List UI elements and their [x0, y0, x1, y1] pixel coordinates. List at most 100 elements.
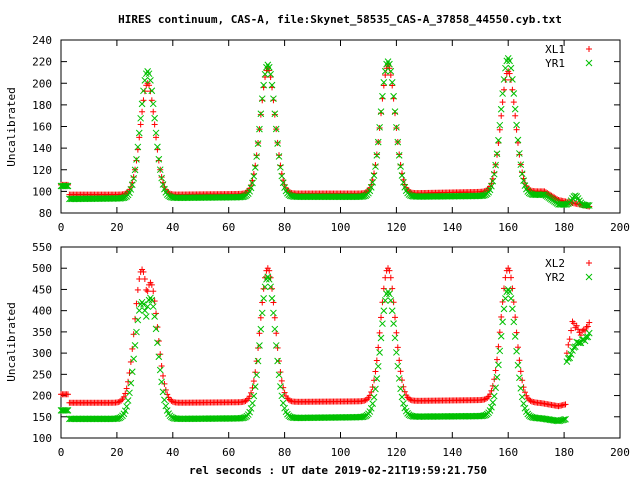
data-point [274, 357, 281, 365]
data-point [386, 60, 393, 68]
data-point [151, 313, 158, 320]
data-point [270, 309, 277, 317]
data-point [138, 100, 146, 108]
x-tick-label: 60 [222, 446, 235, 459]
data-point [281, 389, 288, 396]
data-point [266, 267, 273, 274]
data-point [493, 150, 501, 158]
data-point [273, 330, 280, 337]
data-point [520, 400, 527, 407]
data-point [256, 342, 263, 349]
data-point [488, 182, 495, 190]
data-point [489, 382, 496, 389]
data-point [133, 328, 140, 336]
data-point [243, 397, 250, 404]
data-point [492, 161, 499, 169]
data-point [512, 314, 519, 321]
data-point [516, 151, 523, 158]
data-point [583, 201, 590, 209]
data-point [121, 407, 129, 415]
data-point [135, 129, 143, 137]
data-point [154, 143, 161, 151]
data-point [401, 388, 408, 395]
data-point [407, 396, 414, 403]
data-point [380, 82, 387, 89]
data-point [256, 125, 263, 133]
data-point [374, 362, 382, 370]
data-point [564, 355, 572, 362]
data-point [502, 295, 509, 302]
data-point [372, 385, 379, 393]
data-point [565, 341, 572, 348]
data-point [386, 267, 393, 274]
data-point [484, 186, 491, 193]
data-point [373, 375, 381, 382]
data-point [580, 326, 587, 333]
data-point [513, 126, 520, 133]
x-tick-label: 100 [331, 446, 351, 459]
data-point [251, 164, 259, 171]
data-point [496, 126, 503, 133]
data-point [393, 329, 400, 336]
data-point [386, 290, 393, 298]
legend-marker [586, 46, 592, 52]
data-point [148, 281, 155, 288]
data-point [369, 384, 376, 391]
data-point [387, 274, 394, 281]
data-point [509, 305, 516, 313]
data-point [140, 87, 147, 95]
data-point [143, 286, 150, 293]
y-tick-label: 500 [32, 262, 52, 275]
data-point [156, 366, 164, 374]
data-point [391, 108, 399, 116]
data-point [392, 314, 399, 321]
data-point [285, 396, 292, 403]
data-point [568, 327, 575, 334]
data-point [516, 374, 523, 382]
data-point [401, 181, 408, 188]
data-point [388, 307, 396, 315]
data-point [387, 297, 395, 304]
data-point [134, 143, 142, 151]
data-point [396, 357, 403, 364]
data-point [361, 397, 368, 404]
data-point [158, 174, 165, 182]
data-point [278, 377, 285, 384]
data-point [376, 123, 383, 131]
data-point [495, 361, 502, 369]
data-point [250, 392, 258, 400]
x-tick-label: 120 [386, 446, 406, 459]
data-point [150, 108, 157, 115]
data-point [145, 70, 153, 78]
data-point [497, 332, 505, 340]
data-point [514, 139, 521, 146]
data-point [380, 307, 388, 315]
data-point [394, 138, 402, 146]
data-point [155, 353, 163, 361]
data-point [249, 399, 256, 407]
data-point [496, 121, 504, 129]
x-tick-label: 200 [610, 446, 630, 459]
data-point [253, 152, 260, 159]
data-point [139, 108, 146, 115]
data-point [398, 172, 406, 179]
data-point [562, 415, 569, 423]
data-point [140, 268, 147, 275]
data-point [267, 70, 274, 78]
data-point [254, 140, 262, 147]
data-point [140, 300, 147, 308]
data-point [151, 114, 158, 122]
data-point [141, 275, 148, 282]
data-point [486, 186, 494, 194]
data-point [271, 314, 278, 321]
legend-label-xl1: XL1 [545, 43, 565, 56]
data-point [490, 170, 498, 178]
data-point [367, 404, 375, 412]
data-point [377, 334, 385, 342]
data-point [507, 274, 514, 281]
data-point [257, 325, 265, 333]
data-point [246, 408, 254, 416]
data-point [575, 326, 582, 333]
data-point [498, 112, 505, 119]
data-point [270, 95, 277, 103]
